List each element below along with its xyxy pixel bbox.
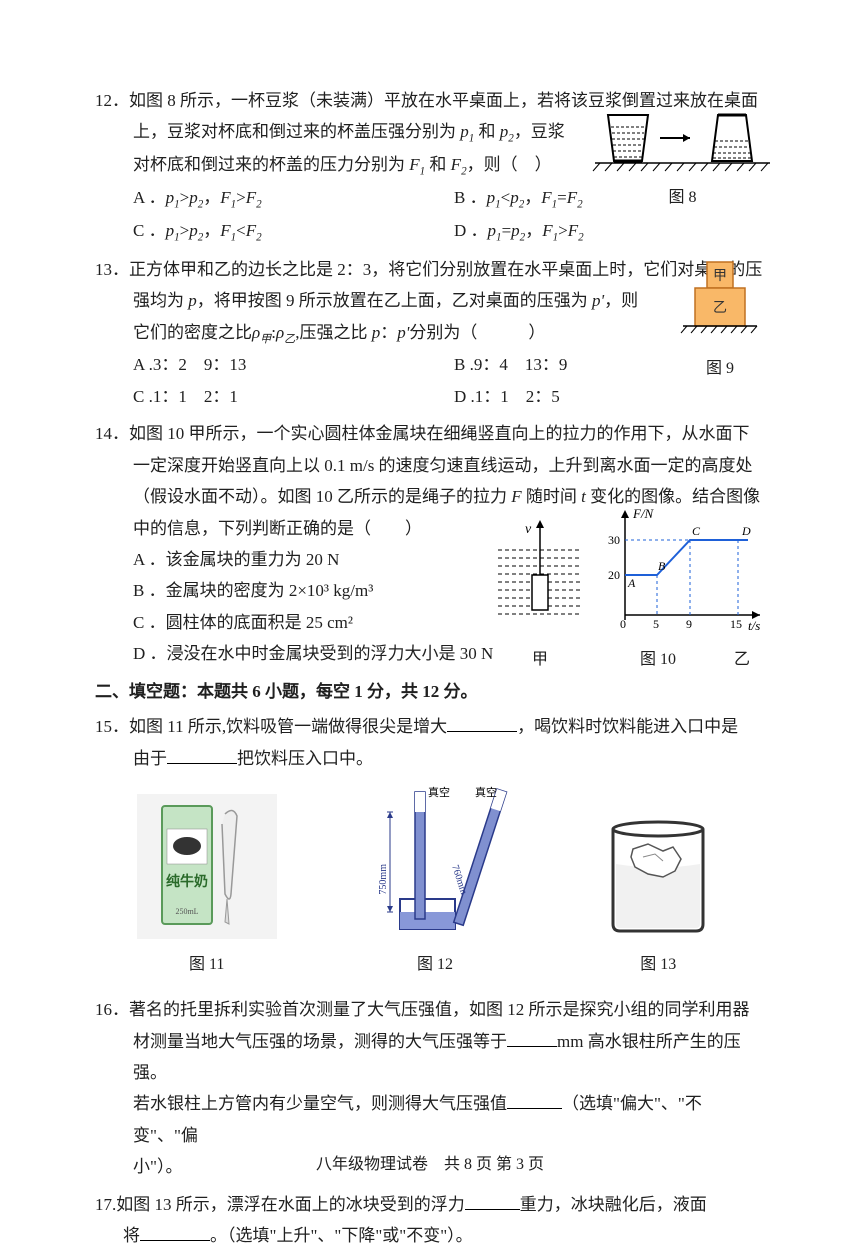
svg-text:5: 5 [653,617,659,631]
q13-num: 13． [95,260,129,279]
svg-text:20: 20 [608,568,620,582]
blank-17-2 [140,1224,210,1241]
svg-text:B: B [658,559,666,573]
svg-text:纯牛奶: 纯牛奶 [166,873,208,890]
svg-text:真空: 真空 [428,785,450,799]
q13-options: A .3：2 9：13B .9：4 13：9 C .1：1 2：1D .1：1 … [95,349,765,412]
question-12: 图 8 12．如图 8 所示，一杯豆浆（未装满）平放在水平桌面上，若将该豆浆倒置… [95,85,765,248]
svg-text:A: A [627,576,636,590]
svg-text:30: 30 [608,533,620,547]
svg-text:t/s: t/s [748,618,760,633]
q17-num: 17. [95,1195,116,1214]
q15-num: 15． [95,717,129,736]
svg-text:D: D [741,524,751,538]
figure-8-container: 图 8 [590,103,775,213]
svg-text:760mm: 760mm [449,864,469,897]
q12-num: 12． [95,91,129,110]
q16-num: 16． [95,1000,129,1019]
figure-13-label: 图 13 [593,950,723,980]
svg-text:v: v [525,522,532,537]
svg-text:250mL: 250mL [175,907,198,916]
svg-text:C: C [692,524,701,538]
figure-10-container: v 甲 F/N t/s [490,505,780,675]
section-2-header: 二、填空题：本题共 6 小题，每空 1 分，共 12 分。 [95,676,765,707]
figure-13-container: 图 13 [593,809,723,979]
q12-t5: 对杯底和倒过来的杯盖的压力分别为 [133,155,409,174]
q12-t2: 上，豆浆对杯底和倒过来的杯盖压强分别为 [133,122,460,141]
figure-8-label: 图 8 [590,183,775,213]
svg-text:9: 9 [686,617,692,631]
blank-16-1 [507,1030,557,1047]
question-14: v 甲 F/N t/s [95,418,765,670]
figure-11-svg: 纯牛奶 250mL [137,794,277,939]
figure-11-label: 图 11 [137,950,277,980]
svg-text:15: 15 [730,617,742,631]
figure-9-container: 甲 乙 图 9 [675,254,765,384]
figure-12-label: 图 12 [360,950,510,980]
figure-12-container: 真空 真空 750mm 760mm 图 12 [360,784,510,979]
question-13: 甲 乙 图 9 13．正方体甲和乙的边长之比是 2：3，将它们分别放置在水平桌面… [95,254,765,413]
question-17: 17.如图 13 所示，漂浮在水面上的冰块受到的浮力重力，冰块融化后，液面 将。… [95,1189,765,1252]
figure-8-svg [590,103,775,173]
figure-9-label: 图 9 [675,354,765,384]
blank-15-1 [447,715,517,732]
svg-text:甲: 甲 [713,269,727,284]
question-15: 15．如图 11 所示,饮料吸管一端做得很尖是增大，喝饮料时饮料能进入口中是 由… [95,711,765,774]
svg-text:F/N: F/N [632,506,655,521]
svg-text:真空: 真空 [475,785,497,799]
figure-11-container: 纯牛奶 250mL 图 11 [137,794,277,979]
figure-10-label: 图 10 [640,645,676,675]
figure-13-svg [593,809,723,939]
figure-10b-svg: F/N t/s 20 30 0 5 9 15 A [600,505,770,635]
svg-text:750mm: 750mm [378,864,389,895]
q14-num: 14． [95,424,129,443]
blank-17-1 [465,1193,520,1210]
figure-10a-label: 甲 [490,645,590,675]
figure-9-svg: 甲 乙 [675,254,765,344]
blank-16-2 [507,1092,562,1109]
figure-10b-label: 乙 [734,645,750,675]
blank-15-2 [167,747,237,764]
svg-text:0: 0 [620,617,626,631]
page-footer: 八年级物理试卷 共 8 页 第 3 页 [0,1150,860,1180]
svg-text:乙: 乙 [713,300,727,316]
figures-row: 纯牛奶 250mL 图 11 真空 真空 750mm [95,784,765,979]
figure-10a-svg: v [490,515,590,635]
figure-12-svg: 真空 真空 750mm 760mm [360,784,510,939]
